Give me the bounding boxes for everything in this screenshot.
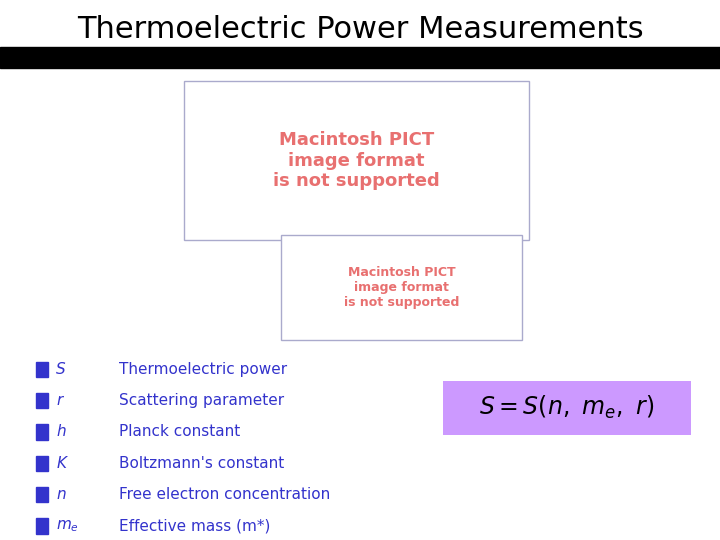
Text: Boltzmann's constant: Boltzmann's constant [119, 456, 284, 471]
Bar [443, 381, 691, 435]
Text: Thermoelectric power: Thermoelectric power [119, 362, 287, 377]
Text: Effective mass (m*): Effective mass (m*) [119, 518, 270, 534]
Bar [36, 518, 48, 534]
Bar [36, 393, 48, 408]
Bar [0, 47, 720, 68]
Text: Macintosh PICT
image format
is not supported: Macintosh PICT image format is not suppo… [273, 131, 440, 191]
Bar [184, 81, 529, 240]
Bar [36, 456, 48, 471]
Text: n: n [56, 487, 66, 502]
Text: $m_e$: $m_e$ [56, 518, 79, 534]
Text: K: K [56, 456, 66, 471]
Text: h: h [56, 424, 66, 440]
Text: r: r [56, 393, 63, 408]
Text: $\mathit{S} = \mathit{S}(\mathit{n},\ \mathit{m}_e\mathit{,\ r})$: $\mathit{S} = \mathit{S}(\mathit{n},\ \m… [480, 394, 654, 421]
Bar [281, 235, 522, 340]
Text: Planck constant: Planck constant [119, 424, 240, 440]
Text: Macintosh PICT
image format
is not supported: Macintosh PICT image format is not suppo… [343, 266, 459, 309]
Text: Thermoelectric Power Measurements: Thermoelectric Power Measurements [77, 15, 643, 44]
Text: S: S [56, 362, 66, 377]
Bar [36, 424, 48, 440]
Text: Scattering parameter: Scattering parameter [119, 393, 284, 408]
Bar [36, 487, 48, 502]
Bar [36, 362, 48, 377]
Text: Free electron concentration: Free electron concentration [119, 487, 330, 502]
